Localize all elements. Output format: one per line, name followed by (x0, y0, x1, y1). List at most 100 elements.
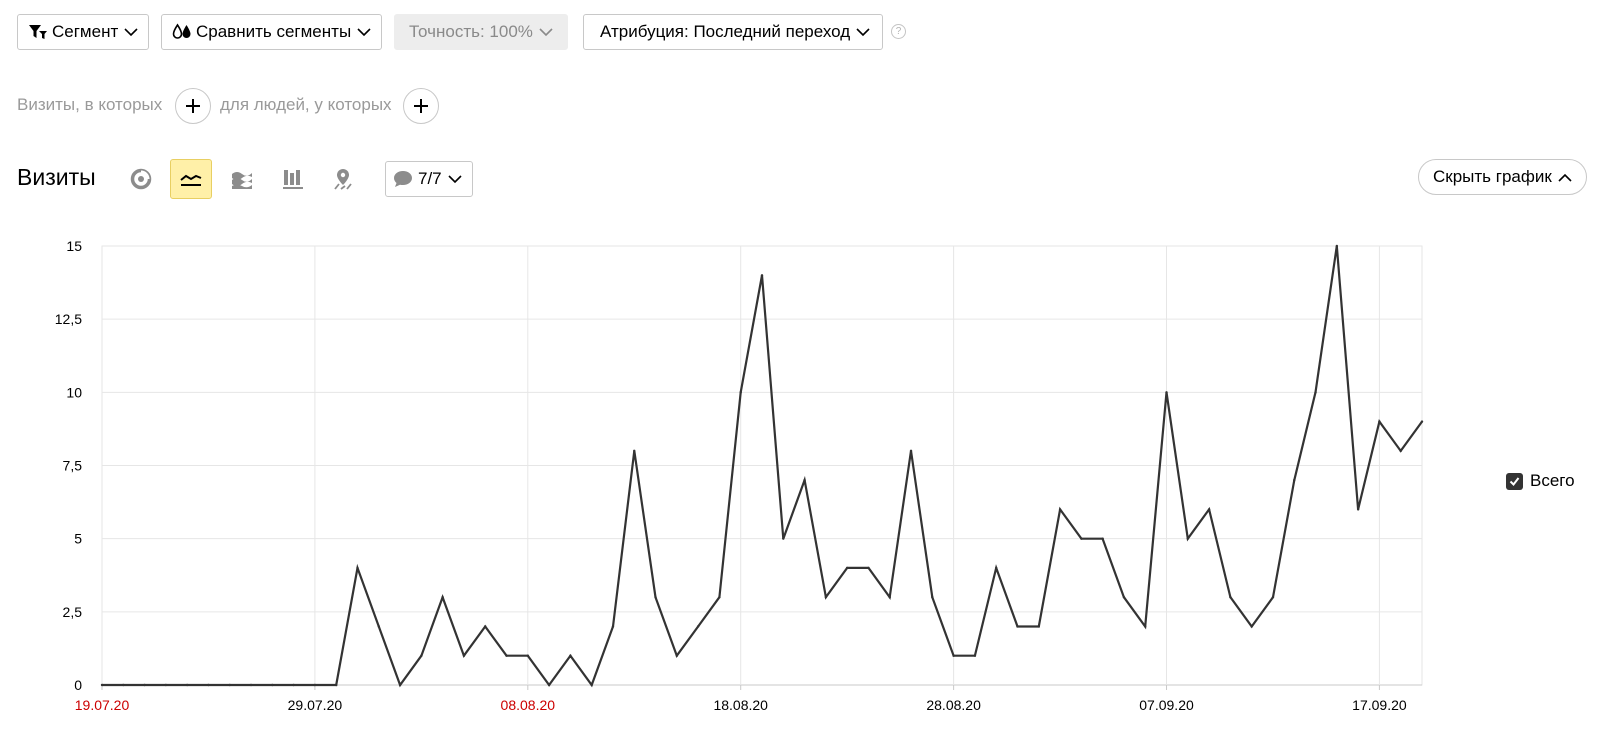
y-tick-label: 10 (66, 384, 82, 400)
data-point (675, 654, 679, 657)
plus-icon (414, 99, 428, 113)
data-point (611, 625, 615, 628)
people-condition-label: для людей, у которых (220, 95, 392, 114)
data-point (973, 654, 977, 657)
data-point (526, 654, 530, 657)
legend-label: Всего (1530, 471, 1575, 490)
y-tick-label: 0 (74, 677, 82, 693)
data-point (356, 566, 359, 570)
data-point (334, 683, 338, 687)
data-point (420, 654, 423, 657)
hide-chart-button[interactable]: Скрыть график (1418, 159, 1587, 195)
data-point (1080, 537, 1083, 540)
data-point (909, 449, 913, 453)
filter-icon (28, 23, 48, 41)
data-point (931, 596, 934, 599)
data-point (867, 566, 870, 570)
data-point (1229, 596, 1232, 599)
data-point (377, 625, 380, 628)
pie-chart-icon (130, 168, 152, 190)
add-visit-condition-button[interactable] (175, 88, 211, 124)
drops-icon (172, 23, 192, 41)
data-point (845, 566, 849, 570)
data-point (547, 683, 551, 687)
data-point (249, 683, 253, 687)
data-point (654, 596, 657, 599)
data-point (739, 391, 742, 394)
data-point (1058, 508, 1062, 511)
data-point (1335, 244, 1339, 248)
data-point (1293, 478, 1296, 482)
map-pin-icon (334, 169, 352, 190)
data-point (760, 274, 764, 277)
add-people-condition-button[interactable] (403, 88, 439, 124)
data-point (100, 683, 104, 687)
data-point (143, 683, 146, 687)
data-point (1250, 625, 1253, 628)
chevron-down-icon (357, 27, 371, 37)
x-tick-label: 07.09.20 (1139, 697, 1194, 713)
comment-icon (392, 169, 414, 189)
data-point (1122, 596, 1126, 599)
data-point (1186, 537, 1190, 540)
report-title: Визиты (17, 164, 96, 190)
attribution-label: Атрибуция: Последний переход (600, 22, 851, 41)
view-bar-button[interactable] (272, 159, 314, 199)
segment-button[interactable]: Сегмент (17, 14, 150, 50)
annotations-count: 7/7 (418, 169, 442, 188)
data-point (1399, 449, 1402, 453)
data-point (633, 449, 636, 453)
data-point (590, 683, 593, 687)
data-point (228, 683, 231, 687)
data-point (1144, 625, 1147, 628)
data-point (313, 683, 317, 687)
x-tick-label: 08.08.20 (501, 697, 556, 713)
line-chart-icon (180, 174, 202, 186)
data-point (1165, 391, 1168, 394)
x-tick-label: 19.07.20 (75, 697, 130, 713)
chevron-up-icon (1558, 173, 1572, 182)
checkbox-checked-icon[interactable] (1506, 472, 1523, 490)
data-point (484, 625, 487, 628)
attribution-button[interactable]: Атрибуция: Последний переход (583, 14, 884, 50)
y-tick-label: 15 (66, 238, 82, 254)
data-point (185, 683, 189, 687)
data-point (1037, 625, 1040, 628)
data-point (696, 625, 700, 628)
compare-segments-label: Сравнить сегменты (196, 22, 352, 41)
view-line-button[interactable] (170, 159, 212, 199)
y-tick-label: 2,5 (63, 604, 83, 620)
data-point (1016, 625, 1019, 628)
view-pie-button[interactable] (120, 159, 162, 199)
x-tick-label: 28.08.20 (926, 697, 981, 713)
data-point (462, 654, 466, 657)
data-point (1314, 391, 1317, 394)
annotations-button[interactable]: 7/7 (385, 161, 473, 197)
help-icon[interactable]: ? (891, 24, 906, 39)
view-area-button[interactable] (221, 159, 263, 199)
accuracy-label: Точность: 100% (409, 22, 533, 41)
chevron-down-icon (539, 27, 553, 37)
visits-condition-label: Визиты, в которых (17, 95, 163, 114)
y-tick-label: 5 (74, 531, 82, 547)
data-point (271, 683, 274, 687)
segment-button-label: Сегмент (52, 22, 119, 41)
data-point (1101, 537, 1104, 540)
compare-segments-button[interactable]: Сравнить сегменты (161, 14, 383, 50)
y-tick-label: 12,5 (55, 311, 82, 327)
accuracy-button[interactable]: Точность: 100% (394, 14, 568, 50)
data-point (441, 596, 444, 599)
data-point (888, 596, 891, 599)
y-tick-label: 7,5 (63, 458, 83, 474)
view-map-button[interactable] (322, 159, 364, 199)
data-point (1207, 508, 1211, 511)
plus-icon (186, 99, 200, 113)
chevron-down-icon (856, 27, 870, 37)
data-point (569, 654, 572, 657)
data-point (824, 596, 828, 599)
bar-chart-icon (283, 170, 303, 189)
data-point (505, 654, 508, 657)
legend-item-total[interactable]: Всего (1506, 471, 1575, 491)
x-tick-label: 17.09.20 (1352, 697, 1407, 713)
